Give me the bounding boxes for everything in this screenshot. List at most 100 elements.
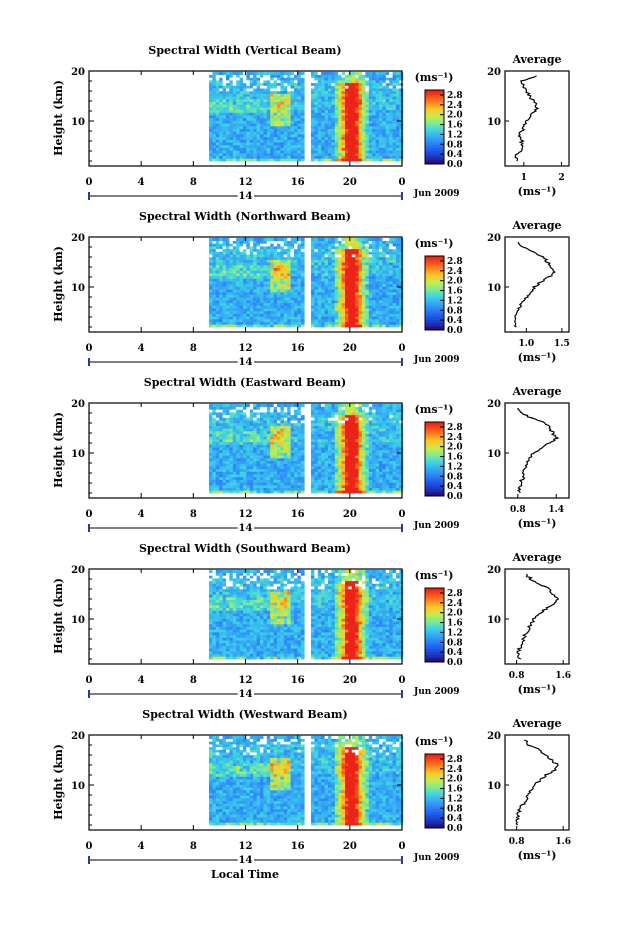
heatmap-cell bbox=[372, 77, 376, 81]
heatmap-cell bbox=[287, 107, 291, 111]
heatmap-cell bbox=[317, 294, 322, 298]
heatmap-cell bbox=[222, 324, 227, 328]
heatmap-cell bbox=[365, 77, 370, 81]
heatmap-cell bbox=[345, 267, 349, 271]
heatmap-cell bbox=[300, 417, 305, 421]
heatmap-cell bbox=[328, 300, 332, 304]
heatmap-cell bbox=[328, 80, 332, 84]
heatmap-cell bbox=[222, 294, 227, 298]
heatmap-cell bbox=[266, 433, 271, 437]
heatmap-cell bbox=[222, 460, 227, 464]
heatmap-cell bbox=[222, 428, 227, 432]
heatmap-cell bbox=[270, 321, 274, 325]
heatmap-cell bbox=[334, 93, 339, 97]
heatmap-cell bbox=[266, 77, 271, 81]
heatmap-cell bbox=[283, 474, 288, 478]
heatmap-cell bbox=[243, 436, 247, 440]
heatmap-cell bbox=[243, 120, 247, 124]
heatmap-cell bbox=[270, 444, 274, 448]
heatmap-cell bbox=[365, 313, 370, 317]
heatmap-cell bbox=[351, 117, 356, 121]
heatmap-cell bbox=[222, 479, 227, 483]
heatmap-cell bbox=[324, 142, 329, 146]
heatmap-cell bbox=[300, 403, 305, 407]
heatmap-cell bbox=[246, 259, 251, 263]
heatmap-cell bbox=[348, 318, 353, 322]
heatmap-cell bbox=[396, 316, 400, 320]
heatmap-cell bbox=[300, 422, 305, 426]
heatmap-cell bbox=[226, 144, 230, 148]
heatmap-cell bbox=[280, 479, 285, 483]
heatmap-cell bbox=[294, 134, 298, 138]
heatmap-cell bbox=[209, 112, 213, 116]
heatmap-cell bbox=[389, 85, 393, 89]
heatmap-cell bbox=[263, 310, 268, 314]
heatmap-cell bbox=[365, 125, 370, 129]
heatmap-cell bbox=[365, 254, 370, 258]
heatmap-cell bbox=[314, 101, 319, 105]
heatmap-cell bbox=[351, 262, 356, 266]
heatmap-cell bbox=[212, 150, 217, 154]
heatmap-cell bbox=[321, 313, 325, 317]
heatmap-cell bbox=[283, 259, 288, 263]
heatmap-cell bbox=[246, 482, 251, 486]
heatmap-cell bbox=[297, 468, 302, 472]
heatmap-cell bbox=[246, 490, 251, 494]
heatmap-cell bbox=[256, 120, 261, 124]
heatmap-cell bbox=[396, 82, 400, 86]
heatmap-cell bbox=[226, 294, 230, 298]
heatmap-cell bbox=[341, 152, 346, 156]
heatmap-cell bbox=[324, 275, 329, 279]
heatmap-cell bbox=[212, 463, 217, 467]
heatmap-cell bbox=[239, 318, 244, 322]
heatmap-cell bbox=[253, 428, 257, 432]
heatmap-cell bbox=[399, 246, 404, 250]
heatmap-cell bbox=[396, 144, 400, 148]
heatmap-cell bbox=[297, 291, 302, 295]
heatmap-cell bbox=[266, 318, 271, 322]
heatmap-cell bbox=[317, 109, 322, 113]
heatmap-cell bbox=[239, 96, 244, 100]
heatmap-cell bbox=[256, 476, 261, 480]
heatmap-cell bbox=[334, 120, 339, 124]
heatmap-cell bbox=[328, 466, 332, 470]
heatmap-cell bbox=[324, 466, 329, 470]
heatmap-cell bbox=[287, 466, 291, 470]
heatmap-cell bbox=[253, 248, 257, 252]
heatmap-cell bbox=[368, 80, 373, 84]
heatmap-cell bbox=[338, 144, 342, 148]
heatmap-cell bbox=[229, 152, 234, 156]
heatmap-cell bbox=[290, 71, 295, 75]
heatmap-cell bbox=[351, 82, 356, 86]
heatmap-cell bbox=[338, 88, 342, 92]
heatmap-cell bbox=[379, 291, 383, 295]
heatmap-cell bbox=[283, 273, 288, 277]
heatmap-cell bbox=[338, 158, 342, 162]
month-label: Jun 2009 bbox=[413, 355, 460, 365]
heatmap-cell bbox=[399, 112, 404, 116]
heatmap-cell bbox=[209, 300, 213, 304]
heatmap-cell bbox=[297, 150, 302, 154]
heatmap-cell bbox=[219, 441, 223, 445]
colorbar-band bbox=[425, 127, 444, 129]
heatmap-cell bbox=[212, 267, 217, 271]
heatmap-cell bbox=[351, 131, 356, 135]
heatmap-cell bbox=[321, 85, 325, 89]
heatmap-cell bbox=[232, 262, 237, 266]
colorbar-band bbox=[425, 316, 444, 319]
heatmap-cell bbox=[324, 412, 329, 416]
colorbar-band bbox=[425, 156, 444, 159]
heatmap-cell bbox=[232, 297, 237, 301]
heatmap-cell bbox=[396, 278, 400, 282]
heatmap-cell bbox=[382, 109, 387, 113]
heatmap-cell bbox=[219, 455, 223, 459]
heatmap-cell bbox=[392, 248, 397, 252]
heatmap-cell bbox=[389, 104, 393, 108]
heatmap-cell bbox=[300, 125, 305, 129]
heatmap-cell bbox=[379, 136, 383, 140]
heatmap-cell bbox=[246, 422, 251, 426]
colorbar-band bbox=[425, 287, 444, 289]
heatmap-cell bbox=[345, 82, 349, 86]
heatmap-cell bbox=[243, 441, 247, 445]
colorbar-band bbox=[425, 263, 444, 266]
